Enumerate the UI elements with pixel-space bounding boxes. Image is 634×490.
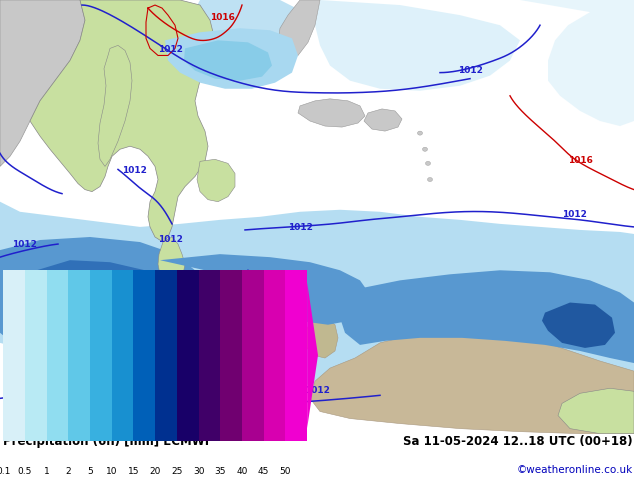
Text: 0.5: 0.5	[18, 466, 32, 476]
Text: 15: 15	[127, 466, 139, 476]
Polygon shape	[0, 0, 85, 167]
Polygon shape	[197, 159, 235, 202]
Bar	[242, 270, 264, 441]
Polygon shape	[160, 254, 370, 325]
Bar	[285, 270, 307, 441]
Polygon shape	[0, 237, 200, 368]
Text: 1012: 1012	[28, 386, 53, 395]
Polygon shape	[315, 0, 520, 91]
Text: 1012: 1012	[12, 240, 37, 249]
Bar	[25, 270, 46, 441]
Ellipse shape	[266, 270, 304, 305]
Bar	[264, 270, 285, 441]
Text: 1012: 1012	[250, 295, 275, 305]
Polygon shape	[278, 0, 320, 60]
Text: 1016: 1016	[210, 13, 235, 22]
Polygon shape	[30, 0, 215, 242]
Polygon shape	[184, 40, 272, 81]
Ellipse shape	[418, 131, 422, 135]
Polygon shape	[98, 46, 132, 167]
Text: 1016: 1016	[568, 156, 593, 166]
Polygon shape	[310, 331, 634, 434]
Text: 10: 10	[106, 466, 117, 476]
Text: 35: 35	[214, 466, 226, 476]
Text: 25: 25	[171, 466, 183, 476]
Polygon shape	[558, 388, 634, 434]
Ellipse shape	[425, 161, 430, 166]
Ellipse shape	[274, 277, 296, 297]
Text: 1008: 1008	[260, 280, 285, 290]
Bar	[68, 270, 90, 441]
Polygon shape	[0, 202, 634, 395]
Bar	[90, 270, 112, 441]
Text: 1012: 1012	[288, 223, 313, 232]
Polygon shape	[158, 237, 185, 282]
Text: 20: 20	[150, 466, 161, 476]
Polygon shape	[18, 260, 165, 351]
Ellipse shape	[422, 147, 427, 151]
Text: 1012: 1012	[305, 386, 330, 395]
Polygon shape	[340, 270, 634, 363]
Text: 1012: 1012	[458, 66, 483, 74]
Text: 0.1: 0.1	[0, 466, 10, 476]
Text: Precipitation (6h) [mm] ECMWF: Precipitation (6h) [mm] ECMWF	[3, 435, 213, 448]
Text: 1012: 1012	[210, 398, 235, 407]
Bar	[46, 270, 68, 441]
Polygon shape	[520, 0, 634, 126]
Polygon shape	[192, 0, 310, 55]
Bar	[220, 270, 242, 441]
Bar	[112, 270, 133, 441]
Text: 1: 1	[44, 466, 49, 476]
Text: 1012: 1012	[122, 167, 147, 175]
Ellipse shape	[427, 177, 432, 181]
Text: 40: 40	[236, 466, 248, 476]
Bar	[133, 270, 155, 441]
Text: 50: 50	[280, 466, 291, 476]
Polygon shape	[364, 109, 402, 131]
Polygon shape	[305, 318, 338, 358]
Bar	[155, 270, 177, 441]
Bar	[3, 270, 25, 441]
Bar	[198, 270, 220, 441]
Text: 45: 45	[258, 466, 269, 476]
Text: Sa 11-05-2024 12..18 UTC (00+18): Sa 11-05-2024 12..18 UTC (00+18)	[403, 435, 633, 448]
Text: 1012: 1012	[562, 210, 587, 219]
Polygon shape	[52, 288, 128, 335]
Polygon shape	[298, 99, 365, 127]
FancyArrow shape	[307, 282, 318, 428]
Polygon shape	[165, 28, 298, 89]
Text: 2: 2	[65, 466, 71, 476]
Text: 1012: 1012	[158, 235, 183, 244]
Text: 5: 5	[87, 466, 93, 476]
Text: 1012: 1012	[158, 46, 183, 54]
Polygon shape	[542, 302, 615, 348]
Text: 30: 30	[193, 466, 204, 476]
Bar	[177, 270, 198, 441]
Text: ©weatheronline.co.uk: ©weatheronline.co.uk	[517, 466, 633, 475]
